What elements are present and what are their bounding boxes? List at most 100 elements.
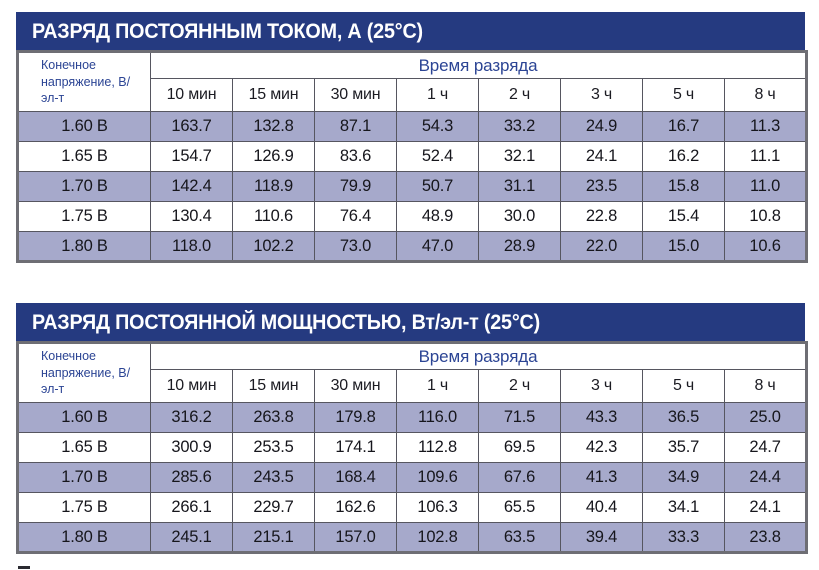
corner-header: Конечное напряжение, В/эл-т [17, 51, 151, 112]
cell-value: 25.0 [723, 402, 808, 433]
table-body: 1.60 В 163.7 132.8 87.1 54.3 33.2 24.9 1… [17, 111, 808, 262]
header-row-columns: 10 мин 15 мин 30 мин 1 ч 2 ч 3 ч 5 ч 8 ч [18, 369, 808, 403]
table-title-bar: РАЗРЯД ПОСТОЯННОЙ МОЩНОСТЬЮ, Вт/эл-т (25… [16, 303, 805, 341]
group-header-discharge-time: Время разряда [149, 51, 808, 79]
table-row: 1.65 В 154.7 126.9 83.6 52.4 32.1 24.1 1… [17, 141, 808, 172]
cell-value: 23.5 [560, 171, 643, 202]
cell-value: 71.5 [478, 402, 561, 433]
column-header-30min: 30 мин [314, 78, 397, 112]
cell-value: 34.1 [642, 492, 725, 523]
cell-value: 22.0 [560, 231, 643, 262]
cell-value: 24.1 [560, 141, 643, 172]
cell-value: 11.1 [723, 141, 808, 172]
cell-value: 10.8 [723, 201, 808, 232]
cell-value: 15.8 [642, 171, 725, 202]
cell-value: 126.9 [232, 141, 315, 172]
cell-value: 24.4 [723, 462, 808, 493]
clipped-content-sliver [18, 566, 798, 570]
header-row-columns: 10 мин 15 мин 30 мин 1 ч 2 ч 3 ч 5 ч 8 ч [18, 78, 808, 112]
column-header-2h: 2 ч [478, 369, 561, 403]
cell-value: 23.8 [723, 522, 808, 553]
corner-header: Конечное напряжение, В/эл-т [17, 342, 151, 403]
cell-value: 33.3 [642, 522, 725, 553]
cell-value: 28.9 [478, 231, 561, 262]
cell-value: 30.0 [478, 201, 561, 232]
cell-value: 10.6 [723, 231, 808, 262]
cell-value: 33.2 [478, 111, 561, 142]
cell-value: 245.1 [150, 522, 233, 553]
cell-value: 69.5 [478, 432, 561, 463]
cell-value: 162.6 [314, 492, 397, 523]
cell-value: 35.7 [642, 432, 725, 463]
cell-value: 112.8 [396, 432, 479, 463]
cell-value: 132.8 [232, 111, 315, 142]
cell-value: 316.2 [150, 402, 233, 433]
cell-value: 102.8 [396, 522, 479, 553]
column-header-1h: 1 ч [396, 78, 479, 112]
cell-value: 154.7 [150, 141, 233, 172]
column-header-8h: 8 ч [723, 369, 808, 403]
cell-value: 65.5 [478, 492, 561, 523]
cell-value: 73.0 [314, 231, 397, 262]
column-header-15min: 15 мин [232, 369, 315, 403]
column-header-2h: 2 ч [478, 78, 561, 112]
table-title-bar: РАЗРЯД ПОСТОЯННЫМ ТОКОМ, А (25°C) [16, 12, 805, 50]
cell-value: 79.9 [314, 171, 397, 202]
cell-value: 253.5 [232, 432, 315, 463]
cell-value: 285.6 [150, 462, 233, 493]
discharge-power-table: Конечное напряжение, В/эл-т Время разряд… [16, 341, 809, 554]
cell-value: 142.4 [150, 171, 233, 202]
table-row: 1.75 В 266.1 229.7 162.6 106.3 65.5 40.4… [17, 492, 808, 523]
cell-voltage: 1.65 В [17, 432, 151, 463]
column-header-1h: 1 ч [396, 369, 479, 403]
cell-voltage: 1.60 В [17, 111, 151, 142]
cell-value: 168.4 [314, 462, 397, 493]
table-row: 1.60 В 163.7 132.8 87.1 54.3 33.2 24.9 1… [17, 111, 808, 142]
cell-voltage: 1.65 В [17, 141, 151, 172]
cell-value: 266.1 [150, 492, 233, 523]
cell-value: 47.0 [396, 231, 479, 262]
cell-value: 63.5 [478, 522, 561, 553]
cell-value: 15.0 [642, 231, 725, 262]
cell-value: 243.5 [232, 462, 315, 493]
cell-value: 106.3 [396, 492, 479, 523]
group-header-discharge-time: Время разряда [149, 342, 808, 370]
column-header-3h: 3 ч [560, 369, 643, 403]
cell-value: 229.7 [232, 492, 315, 523]
cell-value: 83.6 [314, 141, 397, 172]
table-title: РАЗРЯД ПОСТОЯННЫМ ТОКОМ, А (25°C) [32, 19, 423, 43]
cell-value: 39.4 [560, 522, 643, 553]
cell-value: 130.4 [150, 201, 233, 232]
column-header-10min: 10 мин [150, 369, 233, 403]
header-row-group: Конечное напряжение, В/эл-т Время разряд… [17, 51, 808, 112]
cell-value: 16.7 [642, 111, 725, 142]
cell-voltage: 1.80 В [17, 231, 151, 262]
clipped-glyph [18, 566, 30, 569]
cell-value: 163.7 [150, 111, 233, 142]
cell-value: 174.1 [314, 432, 397, 463]
cell-voltage: 1.75 В [17, 201, 151, 232]
cell-value: 15.4 [642, 201, 725, 232]
cell-value: 42.3 [560, 432, 643, 463]
cell-value: 118.9 [232, 171, 315, 202]
header-row-group: Конечное напряжение, В/эл-т Время разряд… [17, 342, 808, 403]
table-body: 1.60 В 316.2 263.8 179.8 116.0 71.5 43.3… [17, 402, 808, 553]
cell-value: 36.5 [642, 402, 725, 433]
cell-value: 76.4 [314, 201, 397, 232]
table-row: 1.60 В 316.2 263.8 179.8 116.0 71.5 43.3… [17, 402, 808, 433]
cell-value: 50.7 [396, 171, 479, 202]
cell-voltage: 1.70 В [17, 462, 151, 493]
cell-value: 40.4 [560, 492, 643, 523]
cell-value: 52.4 [396, 141, 479, 172]
cell-value: 118.0 [150, 231, 233, 262]
table-row: 1.80 В 118.0 102.2 73.0 47.0 28.9 22.0 1… [17, 231, 808, 262]
discharge-current-table-block: РАЗРЯД ПОСТОЯННЫМ ТОКОМ, А (25°C) Конечн… [16, 12, 809, 263]
cell-value: 24.1 [723, 492, 808, 523]
column-header-8h: 8 ч [723, 78, 808, 112]
table-header: Конечное напряжение, В/эл-т Время разряд… [17, 342, 808, 403]
cell-value: 32.1 [478, 141, 561, 172]
cell-value: 43.3 [560, 402, 643, 433]
cell-value: 179.8 [314, 402, 397, 433]
cell-value: 300.9 [150, 432, 233, 463]
